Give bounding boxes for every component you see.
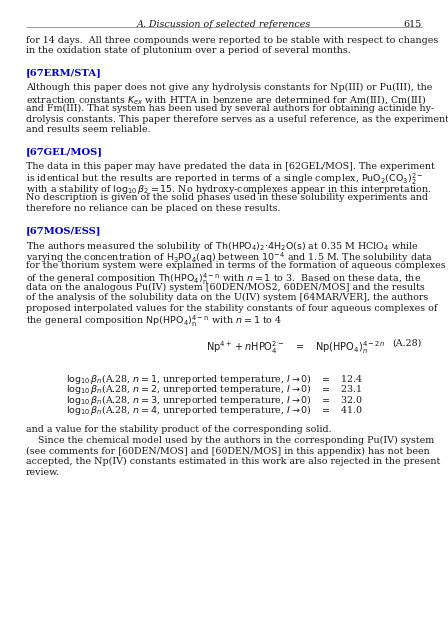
- Text: [67ERM/STA]: [67ERM/STA]: [26, 68, 102, 77]
- Text: extraction constants $K_{ex}$ with HTTA in benzene are determined for Am(III), C: extraction constants $K_{ex}$ with HTTA …: [26, 93, 426, 106]
- Text: proposed interpolated values for the stability constants of four aqueous complex: proposed interpolated values for the sta…: [26, 303, 437, 313]
- Text: The data in this paper may have predated the data in [62GEL/MOS]. The experiment: The data in this paper may have predated…: [26, 161, 435, 171]
- Text: and a value for the stability product of the corresponding solid.: and a value for the stability product of…: [26, 425, 332, 435]
- Text: $\log_{10} \beta_n$(A.28, $n = 3$, unreported temperature, $I \to 0$)   $=$   32: $\log_{10} \beta_n$(A.28, $n = 3$, unrep…: [66, 392, 363, 406]
- Text: $\mathrm{Np^{4+} + \mathit{n}HPO_4^{2-}}$   $=$   $\mathrm{Np(HPO_4)_\mathit{n}^: $\mathrm{Np^{4+} + \mathit{n}HPO_4^{2-}}…: [206, 339, 385, 356]
- Text: [67GEL/MOS]: [67GEL/MOS]: [26, 147, 103, 156]
- Text: review.: review.: [26, 467, 60, 477]
- Text: No description is given of the solid phases used in these solubility experiments: No description is given of the solid pha…: [26, 193, 428, 202]
- Text: $\log_{10} \beta_n$(A.28, $n = 2$, unreported temperature, $I \to 0$)   $=$   23: $\log_{10} \beta_n$(A.28, $n = 2$, unrep…: [66, 382, 362, 396]
- Text: and Fm(III). That system has been used by several authors for obtaining actinide: and Fm(III). That system has been used b…: [26, 104, 434, 113]
- Text: the general composition $\mathrm{Np(HPO_4)_n^{4-n}}$ with $n = 1$ to 4: the general composition $\mathrm{Np(HPO_…: [26, 314, 282, 330]
- Text: Although this paper does not give any hydrolysis constants for Np(III) or Pu(III: Although this paper does not give any hy…: [26, 83, 432, 92]
- Text: The authors measured the solubility of $\mathrm{Th(HPO_4)_2{\cdot}4H_2O(s)}$ at : The authors measured the solubility of $…: [26, 240, 419, 253]
- Text: Since the chemical model used by the authors in the corresponding Pu(IV) system: Since the chemical model used by the aut…: [26, 436, 434, 445]
- Text: therefore no reliance can be placed on these results.: therefore no reliance can be placed on t…: [26, 204, 280, 213]
- Text: for 14 days.  All three compounds were reported to be stable with respect to cha: for 14 days. All three compounds were re…: [26, 36, 438, 45]
- Text: 615: 615: [404, 20, 422, 29]
- Text: and results seem reliable.: and results seem reliable.: [26, 125, 151, 134]
- Text: (A.28): (A.28): [392, 339, 422, 348]
- Text: of the analysis of the solubility data on the U(IV) system [64MAR/VER], the auth: of the analysis of the solubility data o…: [26, 293, 428, 302]
- Text: $\log_{10} \beta_n$(A.28, $n = 4$, unreported temperature, $I \to 0$)   $=$   41: $\log_{10} \beta_n$(A.28, $n = 4$, unrep…: [66, 403, 363, 417]
- Text: of the general composition $\mathrm{Th(HPO_4)_n^{4-n}}$ with $n = 1$ to 3.  Base: of the general composition $\mathrm{Th(H…: [26, 272, 421, 287]
- Text: varying the concentration of $\mathrm{H_3PO_4(aq)}$ between $10^{-4}$ and 1.5 M.: varying the concentration of $\mathrm{H_…: [26, 251, 433, 266]
- Text: $\log_{10} \beta_n$(A.28, $n = 1$, unreported temperature, $I \to 0$)   $=$   12: $\log_{10} \beta_n$(A.28, $n = 1$, unrep…: [66, 371, 363, 385]
- Text: accepted, the Np(IV) constants estimated in this work are also rejected in the p: accepted, the Np(IV) constants estimated…: [26, 457, 440, 466]
- Text: is identical but the results are reported in terms of a single complex, $\mathrm: is identical but the results are reporte…: [26, 172, 423, 188]
- Text: (see comments for [60DEN/MOS] and [60DEN/MOS] in this appendix) has not been: (see comments for [60DEN/MOS] and [60DEN…: [26, 446, 430, 456]
- Text: [67MOS/ESS]: [67MOS/ESS]: [26, 226, 102, 235]
- Text: in the oxidation state of plutonium over a period of several months.: in the oxidation state of plutonium over…: [26, 46, 351, 56]
- Text: for the thorium system were explained in terms of the formation of aqueous compl: for the thorium system were explained in…: [26, 261, 446, 271]
- Text: data on the analogous Pu(IV) system [60DEN/MOS2, 60DEN/MOS] and the results: data on the analogous Pu(IV) system [60D…: [26, 282, 425, 292]
- Text: A. Discussion of selected references: A. Discussion of selected references: [137, 20, 311, 29]
- Text: drolysis constants. This paper therefore serves as a useful reference, as the ex: drolysis constants. This paper therefore…: [26, 115, 448, 124]
- Text: with a stability of $\log_{10} \beta_2 = 15$. No hydroxy-complexes appear in thi: with a stability of $\log_{10} \beta_2 =…: [26, 182, 432, 196]
